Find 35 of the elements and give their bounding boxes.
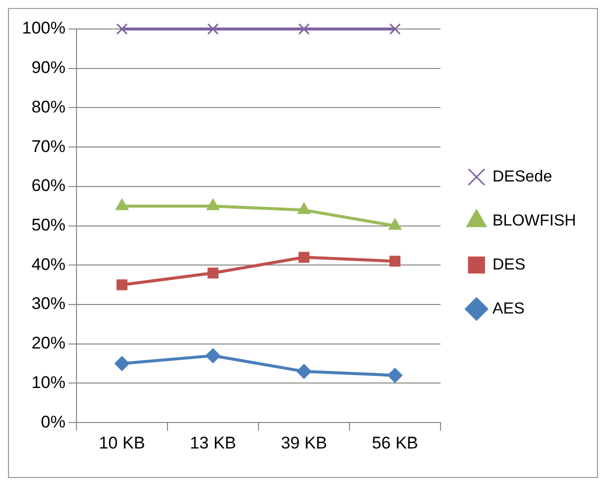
point [297,202,311,214]
point [298,23,310,35]
point [114,356,130,372]
point [390,256,400,267]
legend-label: BLOWFISH [492,212,576,230]
y-tick-label: 10% [31,372,66,392]
legend-label: AES [492,300,525,318]
x-tick-label: 39 KB [280,433,328,452]
point [296,364,312,379]
x-tick-label: 13 KB [190,433,236,452]
point [298,252,310,263]
point [206,198,220,210]
point [208,268,218,278]
legend-label: DES [492,256,526,274]
y-tick-label: 60% [31,176,66,196]
point [205,348,220,364]
x-tick-label: 10 KB [98,433,146,452]
point [389,23,401,35]
y-tick-label: 70% [31,136,66,156]
y-tick-label: 90% [31,58,66,78]
y-tick-label: 0% [40,412,66,432]
point [388,368,402,383]
y-tick-label: 30% [31,294,66,314]
point [207,23,219,35]
y-tick-label: 40% [31,254,66,274]
point [116,23,128,35]
y-tick-label: 80% [31,97,66,116]
x-tick-label: 56 KB [372,433,418,452]
y-tick-label: 20% [31,334,66,353]
y-tick-label: 100% [22,18,66,38]
point [116,279,128,290]
y-tick-label: 50% [31,215,66,234]
legend-label: DESede [492,168,552,186]
point [115,198,129,210]
point [388,218,402,230]
